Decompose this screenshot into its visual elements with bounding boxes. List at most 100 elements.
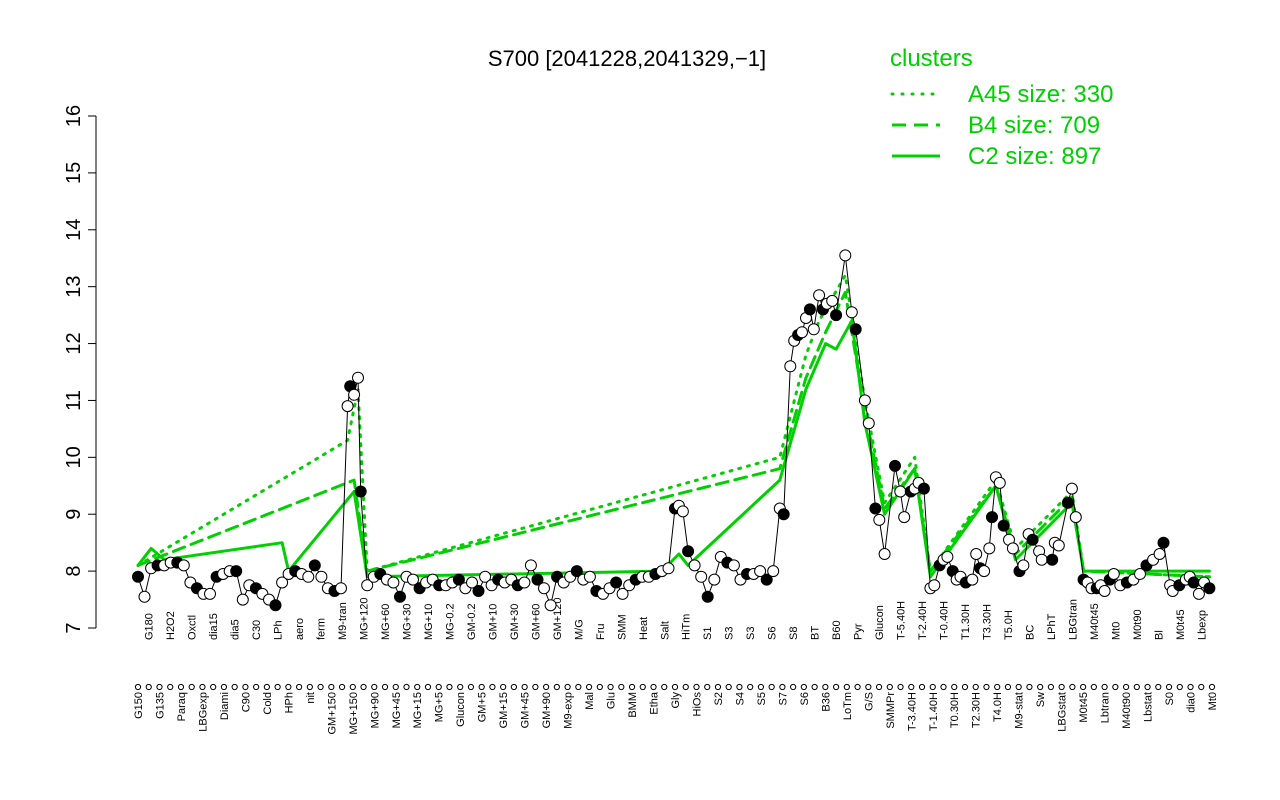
x-tick-label: LBGexp — [197, 692, 209, 732]
x-tick-label: Bl — [1153, 630, 1165, 640]
x-marker — [1015, 683, 1022, 691]
x-marker — [908, 683, 915, 691]
data-point — [518, 576, 531, 589]
data-point — [354, 485, 367, 498]
data-point — [941, 550, 954, 563]
x-marker — [457, 683, 464, 691]
x-marker — [983, 683, 990, 691]
x-marker — [951, 683, 958, 691]
data-point — [1035, 553, 1048, 566]
x-marker — [1198, 683, 1205, 691]
x-tick-label: M40t90 — [1121, 692, 1133, 729]
x-marker — [446, 683, 453, 691]
x-marker — [231, 683, 238, 691]
legend-title: clusters — [890, 45, 973, 72]
x-tick-label: GM+60 — [530, 604, 542, 640]
x-marker — [994, 683, 1001, 691]
cluster-line-solid — [136, 319, 1211, 579]
data-point — [688, 559, 701, 572]
data-point — [858, 394, 871, 407]
x-marker — [296, 683, 303, 691]
data-point — [335, 582, 347, 595]
legend-entry-a45: A45 size: 330 — [968, 81, 1113, 108]
data-point — [813, 289, 826, 302]
data-point — [839, 249, 852, 262]
data-point — [1026, 533, 1039, 546]
x-tick-label: M9-tran — [337, 602, 349, 640]
data-point — [1006, 542, 1019, 555]
data-point — [341, 400, 354, 413]
x-marker — [897, 683, 904, 691]
y-tick-label: 7 — [63, 622, 85, 633]
series-layer — [136, 255, 1211, 607]
x-marker — [843, 683, 850, 691]
x-tick-label: M0t45 — [1078, 692, 1090, 723]
data-point — [986, 511, 998, 524]
x-marker — [1133, 683, 1140, 691]
x-marker — [790, 683, 797, 691]
x-tick-label: Cold — [262, 692, 274, 715]
x-marker — [725, 683, 732, 691]
x-marker — [1208, 683, 1216, 691]
x-tick-label: S6 — [799, 692, 811, 705]
data-point — [1017, 559, 1030, 572]
cluster-line-dashed — [136, 290, 1211, 579]
y-tick-label: 14 — [63, 219, 85, 241]
x-marker — [1176, 683, 1183, 691]
x-tick-label: T1.30H — [960, 604, 972, 640]
series-line-s700 — [137, 255, 1210, 607]
x-marker — [392, 683, 399, 691]
x-tick-label: LoTm — [842, 692, 854, 720]
x-marker — [1101, 683, 1108, 691]
x-tick-label: Gly — [670, 692, 682, 709]
x-tick-label: T3.30H — [981, 604, 993, 640]
data-point — [676, 505, 689, 518]
x-tick-label: GM+150 — [326, 692, 338, 735]
data-point — [983, 542, 996, 555]
x-marker — [575, 683, 582, 691]
data-point — [1061, 496, 1074, 509]
data-point — [1052, 539, 1065, 552]
data-point — [777, 508, 790, 521]
data-point — [302, 570, 315, 583]
x-marker — [596, 683, 603, 691]
data-point — [869, 502, 882, 515]
x-marker — [553, 683, 560, 691]
data-point — [1134, 568, 1146, 580]
x-tick-label: GM-0.2 — [466, 603, 478, 640]
x-tick-label: T-2.40H — [917, 601, 929, 640]
x-marker — [435, 683, 442, 691]
legend: clusters A45 size: 330 B4 size: 709 C2 s… — [890, 45, 1113, 170]
data-points — [132, 249, 1216, 612]
data-point — [966, 573, 979, 586]
x-tick-label: HiOs — [691, 692, 703, 717]
x-marker — [328, 683, 335, 691]
data-point — [978, 565, 991, 578]
x-tick-label: LPhT — [1046, 613, 1058, 640]
x-tick-label: Salt — [659, 621, 671, 640]
x-marker — [220, 683, 228, 691]
data-point — [1192, 587, 1205, 600]
data-point — [873, 513, 886, 526]
x-tick-label: LBGstat — [1057, 692, 1069, 732]
x-tick-label: Paraq — [176, 692, 188, 721]
x-marker — [800, 683, 807, 691]
x-tick-label: G/S — [863, 692, 875, 711]
data-point — [803, 303, 816, 316]
x-marker — [854, 683, 861, 691]
data-point — [315, 570, 328, 583]
data-point — [204, 587, 216, 600]
data-point — [1046, 553, 1059, 566]
x-marker — [1080, 683, 1087, 691]
data-point — [352, 371, 364, 384]
x-marker — [145, 683, 152, 691]
x-tick-label: Mt0 — [1110, 622, 1122, 640]
x-marker — [682, 683, 689, 691]
x-marker — [1026, 683, 1033, 691]
data-point — [466, 576, 478, 589]
x-tick-label: MG+10 — [423, 604, 435, 640]
data-point — [538, 582, 550, 595]
x-tick-label: G150 — [133, 692, 145, 719]
y-tick-label: 11 — [63, 390, 85, 411]
